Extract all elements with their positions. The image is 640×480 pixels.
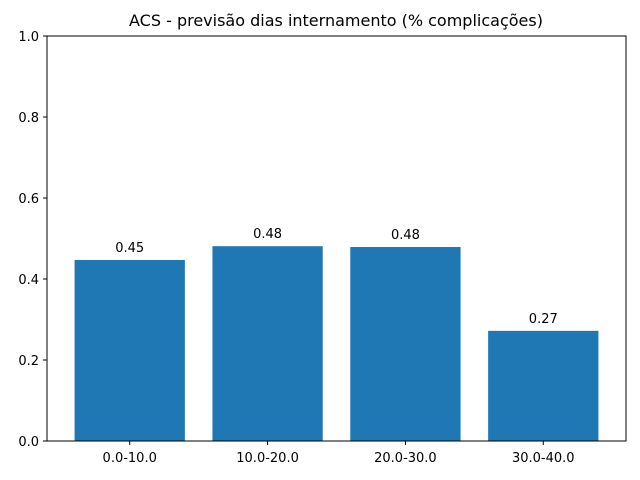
data-label-30.0-40.0: 0.27 bbox=[529, 312, 558, 327]
y-tick-label-0.8: 0.8 bbox=[18, 111, 39, 126]
x-tick-label-0.0-10.0: 0.0-10.0 bbox=[103, 451, 157, 466]
x-tick-label-30.0-40.0: 30.0-40.0 bbox=[512, 451, 575, 466]
y-axis: 0.0 0.2 0.4 0.6 0.8 1.0 bbox=[18, 30, 47, 450]
y-tick-label-1.0: 1.0 bbox=[18, 30, 39, 45]
y-tick-label-0.4: 0.4 bbox=[18, 273, 39, 288]
bar-10.0-20.0 bbox=[212, 246, 323, 441]
y-tick-label-0.0: 0.0 bbox=[18, 435, 39, 450]
data-label-10.0-20.0: 0.48 bbox=[253, 227, 282, 242]
x-axis: 0.0-10.0 10.0-20.0 20.0-30.0 30.0-40.0 bbox=[103, 441, 575, 466]
bar-30.0-40.0 bbox=[488, 330, 599, 441]
x-tick-label-20.0-30.0: 20.0-30.0 bbox=[374, 451, 437, 466]
bar-20.0-30.0 bbox=[350, 247, 461, 441]
data-label-0.0-10.0: 0.45 bbox=[115, 241, 144, 256]
bars-group: 0.45 0.48 0.48 0.27 bbox=[74, 227, 599, 441]
y-tick-label-0.6: 0.6 bbox=[18, 192, 39, 207]
bar-0.0-10.0 bbox=[74, 259, 185, 441]
x-tick-label-10.0-20.0: 10.0-20.0 bbox=[236, 451, 299, 466]
y-tick-label-0.2: 0.2 bbox=[18, 354, 39, 369]
data-label-20.0-30.0: 0.48 bbox=[391, 228, 420, 243]
chart-title: ACS - previsão dias internamento (% comp… bbox=[129, 11, 543, 30]
plot-frame bbox=[46, 35, 627, 442]
